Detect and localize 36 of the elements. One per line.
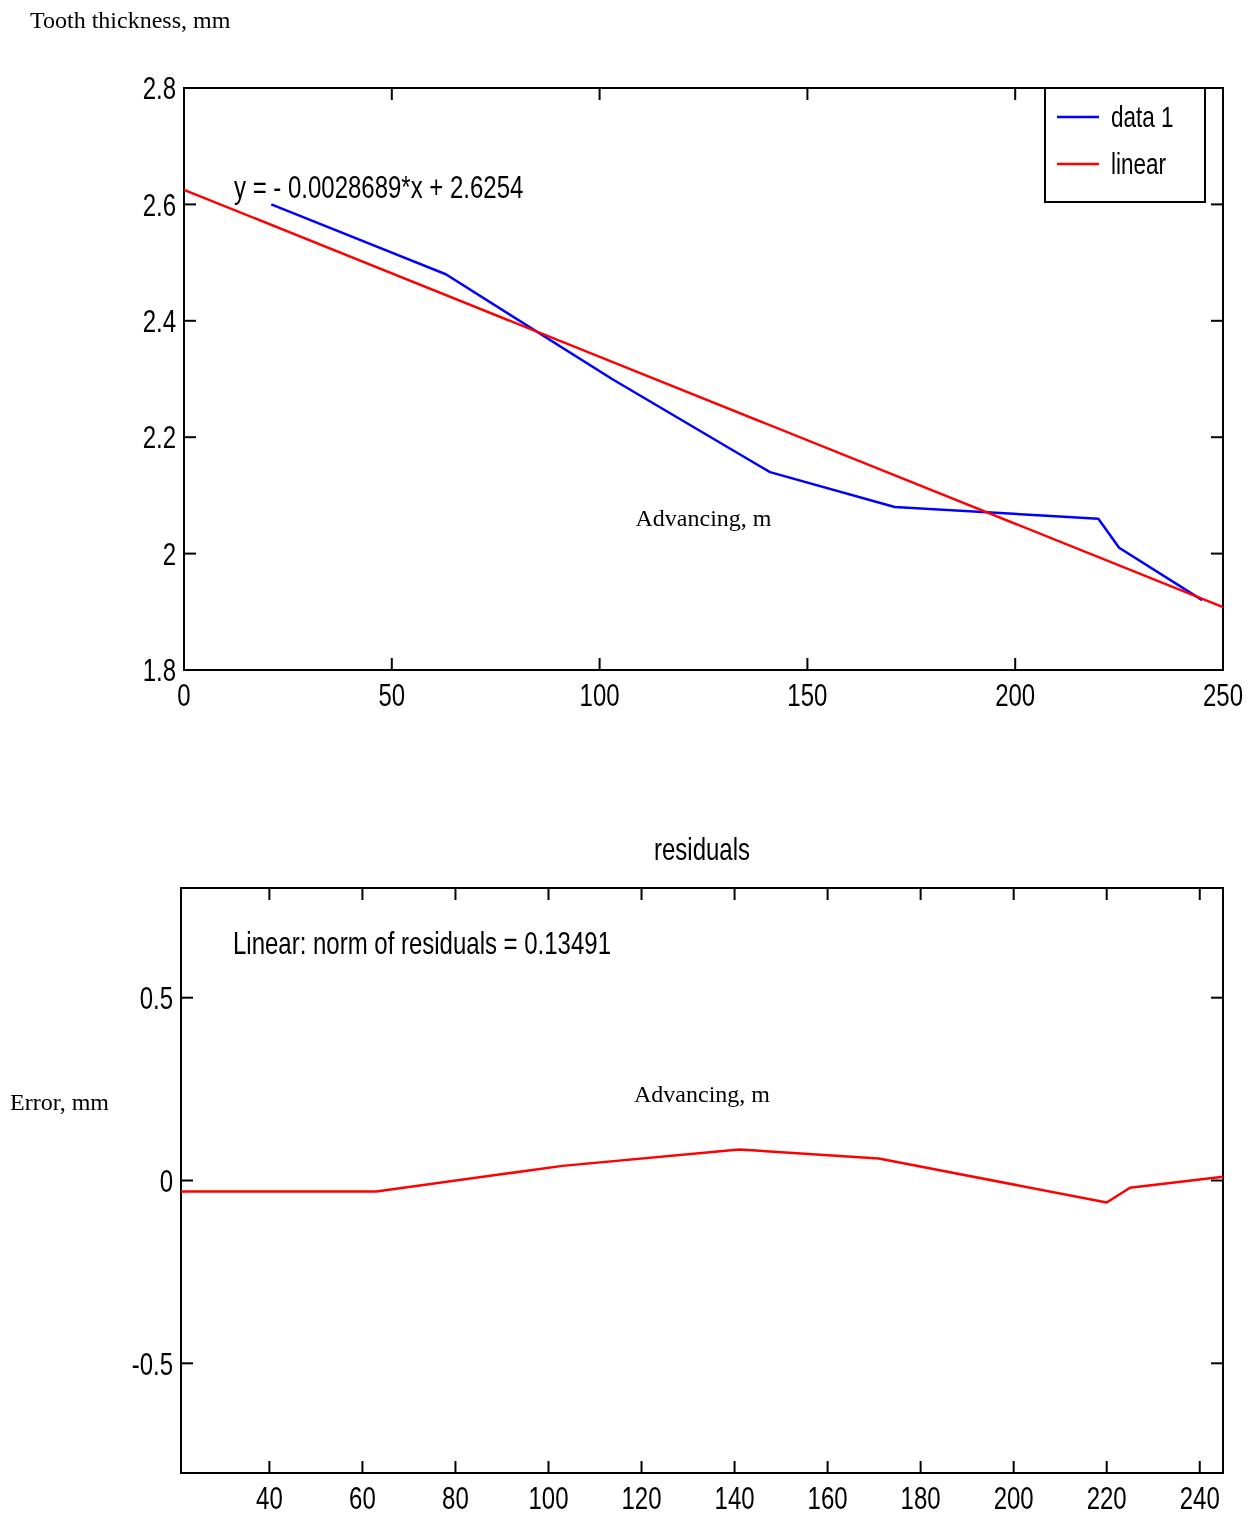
legend-label: linear <box>1111 147 1167 182</box>
x-tick-label: 120 <box>621 1479 662 1516</box>
x-tick-label: 150 <box>787 676 828 713</box>
annotation: Linear: norm of residuals = 0.13491 <box>233 924 611 961</box>
x-tick-label: 100 <box>579 676 620 713</box>
y-tick-label: 2 <box>162 535 176 572</box>
x-tick-label: 40 <box>256 1479 283 1516</box>
x-tick-label: 180 <box>900 1479 941 1516</box>
x-tick-label: 220 <box>1086 1479 1127 1516</box>
x-tick-label: 250 <box>1202 676 1244 713</box>
x-tick-label: 200 <box>995 676 1036 713</box>
x-tick-label: 240 <box>1179 1479 1220 1516</box>
x-tick-label: 80 <box>442 1479 469 1516</box>
line-series <box>179 1148 1225 1204</box>
y-tick-label: 2.8 <box>142 69 176 106</box>
y-tick-label: 2.2 <box>142 418 176 456</box>
x-tick-label: 60 <box>349 1479 376 1516</box>
x-tick-label: 140 <box>714 1479 755 1516</box>
y-tick-label: 2.6 <box>142 186 176 223</box>
y-axis-title: Error, mm <box>10 1089 110 1115</box>
x-tick-label: 200 <box>993 1479 1034 1516</box>
x-tick-label: 160 <box>807 1479 848 1516</box>
y-tick-label: 0 <box>159 1162 173 1199</box>
chart-title: residuals <box>654 830 750 867</box>
x-tick-label: 100 <box>528 1479 569 1516</box>
x-tick-label: 50 <box>378 676 406 713</box>
annotation: y = - 0.0028689*x + 2.6254 <box>234 168 524 205</box>
y-axis-title: Tooth thickness, mm <box>30 7 231 33</box>
y-tick-label: 0.5 <box>139 979 173 1016</box>
x-axis-title: Advancing, m <box>635 505 772 531</box>
x-axis-title: Advancing, m <box>634 1081 771 1107</box>
y-tick-label: -0.5 <box>131 1345 173 1382</box>
line-series <box>270 203 1204 602</box>
y-tick-label: 1.8 <box>142 651 176 688</box>
legend-label: data 1 <box>1111 100 1174 135</box>
y-tick-label: 2.4 <box>142 302 176 339</box>
